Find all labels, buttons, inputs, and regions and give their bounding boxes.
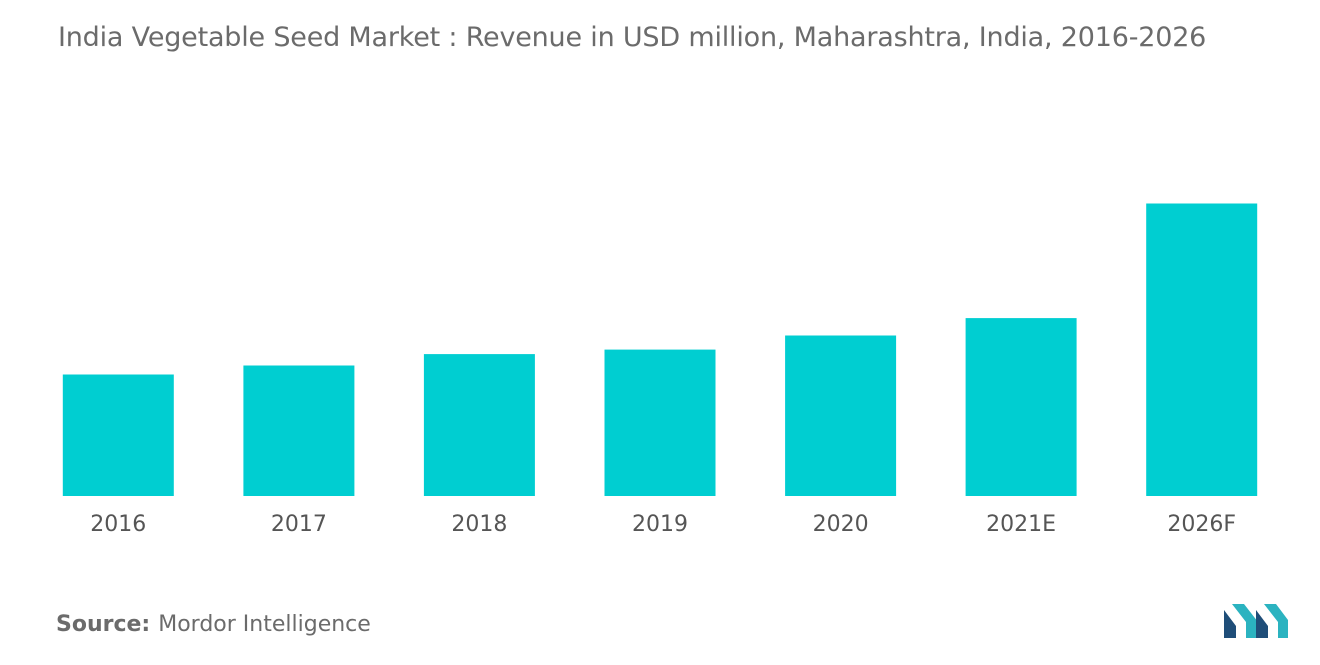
x-tick-label-2019: 2019 — [632, 512, 688, 537]
source-note: Source: Mordor Intelligence — [56, 612, 371, 637]
x-axis-ticks: 2016 2017 2018 2019 2020 2021E 2026F — [90, 512, 1236, 537]
chart-title: India Vegetable Seed Market : Revenue in… — [58, 22, 1207, 53]
bar-2019 — [604, 349, 716, 496]
x-tick-label-2016: 2016 — [90, 512, 146, 537]
bar-2021E — [965, 318, 1077, 496]
logo-shape-mid1 — [1232, 604, 1258, 638]
bar-2020 — [785, 335, 897, 496]
bar-2018 — [423, 354, 535, 496]
x-tick-label-2017: 2017 — [271, 512, 327, 537]
logo-shape-mid2 — [1256, 610, 1268, 638]
bar-chart: 2016 2017 2018 2019 2020 2021E 2026F — [62, 203, 1258, 537]
bar-2016 — [62, 374, 174, 496]
bar-2026F — [1146, 203, 1258, 496]
x-tick-label-2020: 2020 — [813, 512, 869, 537]
x-tick-label-2021E: 2021E — [986, 512, 1056, 537]
logo-shape-left — [1224, 610, 1236, 638]
logo-shape-right — [1264, 604, 1288, 638]
bar-2017 — [243, 365, 355, 496]
source-label: Source: — [56, 612, 151, 637]
x-tick-label-2026F: 2026F — [1167, 512, 1236, 537]
bars-group — [62, 203, 1258, 496]
x-tick-label-2018: 2018 — [451, 512, 507, 537]
source-value: Mordor Intelligence — [158, 612, 371, 637]
mordor-intelligence-logo-icon — [1222, 602, 1290, 642]
